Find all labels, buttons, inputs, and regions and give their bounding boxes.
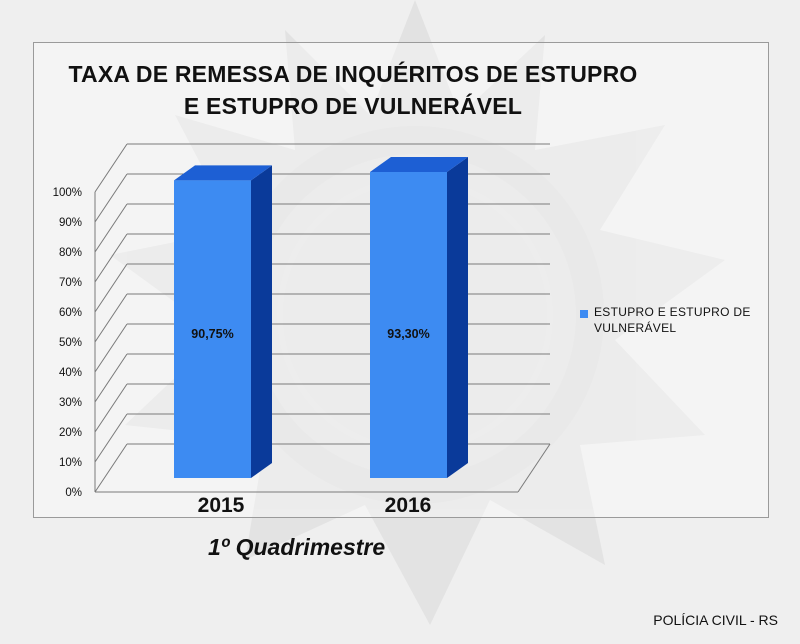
chart-data-labels: 90,75% 93,30% <box>191 327 429 341</box>
gridline-wall <box>94 143 128 193</box>
legend-label: ESTUPRO E ESTUPRO DE VULNERÁVEL <box>594 305 751 335</box>
bar-front-2015 <box>174 180 251 478</box>
gridline-wall <box>94 233 128 283</box>
gridline-wall <box>94 173 128 223</box>
y-tick-label: 70% <box>59 277 82 289</box>
bar-side-2016 <box>447 156 468 478</box>
period-subtitle: 1º Quadrimestre <box>208 534 386 560</box>
chart-title-line-2: E ESTUPRO DE VULNERÁVEL <box>183 93 523 119</box>
bar-top-2015 <box>174 165 272 181</box>
chart-gridlines <box>94 143 551 493</box>
y-tick-label: 60% <box>59 307 82 319</box>
y-tick-label: 20% <box>59 427 82 439</box>
y-tick-label: 40% <box>59 367 82 379</box>
y-tick-label: 0% <box>65 487 82 499</box>
bar-side-2015 <box>251 165 272 478</box>
data-label-2016: 93,30% <box>387 327 429 341</box>
chart-title: TAXA DE REMESSA DE INQUÉRITOS DE ESTUPRO… <box>33 58 673 122</box>
gridline-wall <box>94 413 128 463</box>
y-tick-label: 10% <box>59 457 82 469</box>
axis-floor-side <box>517 443 551 493</box>
data-label-2015: 90,75% <box>191 327 233 341</box>
bar-top-2016 <box>370 156 468 172</box>
x-tick-label-2015: 2015 <box>197 494 245 517</box>
chart-bars <box>174 156 468 478</box>
y-tick-label: 30% <box>59 397 82 409</box>
gridline-wall <box>94 353 128 403</box>
gridline-wall <box>94 323 128 373</box>
gridline-wall <box>94 383 128 433</box>
y-tick-label: 80% <box>59 247 82 259</box>
y-axis-tick-labels: 0% 10% 20% 30% 40% 50% 60% 70% 80% 90% 100% <box>53 187 82 499</box>
chart-title-line-1: TAXA DE REMESSA DE INQUÉRITOS DE ESTUPRO <box>68 61 638 87</box>
gridline-wall <box>94 203 128 253</box>
x-tick-label-2016: 2016 <box>384 494 432 517</box>
bar-front-2016 <box>370 171 447 478</box>
y-tick-label: 90% <box>59 217 82 229</box>
y-tick-label: 50% <box>59 337 82 349</box>
gridline-wall <box>94 263 128 313</box>
legend-swatch <box>580 310 588 318</box>
footer-credit: POLÍCIA CIVIL - RS <box>653 612 778 628</box>
gridline-wall <box>94 443 128 493</box>
gridline-wall <box>94 293 128 343</box>
y-tick-label: 100% <box>53 187 82 199</box>
